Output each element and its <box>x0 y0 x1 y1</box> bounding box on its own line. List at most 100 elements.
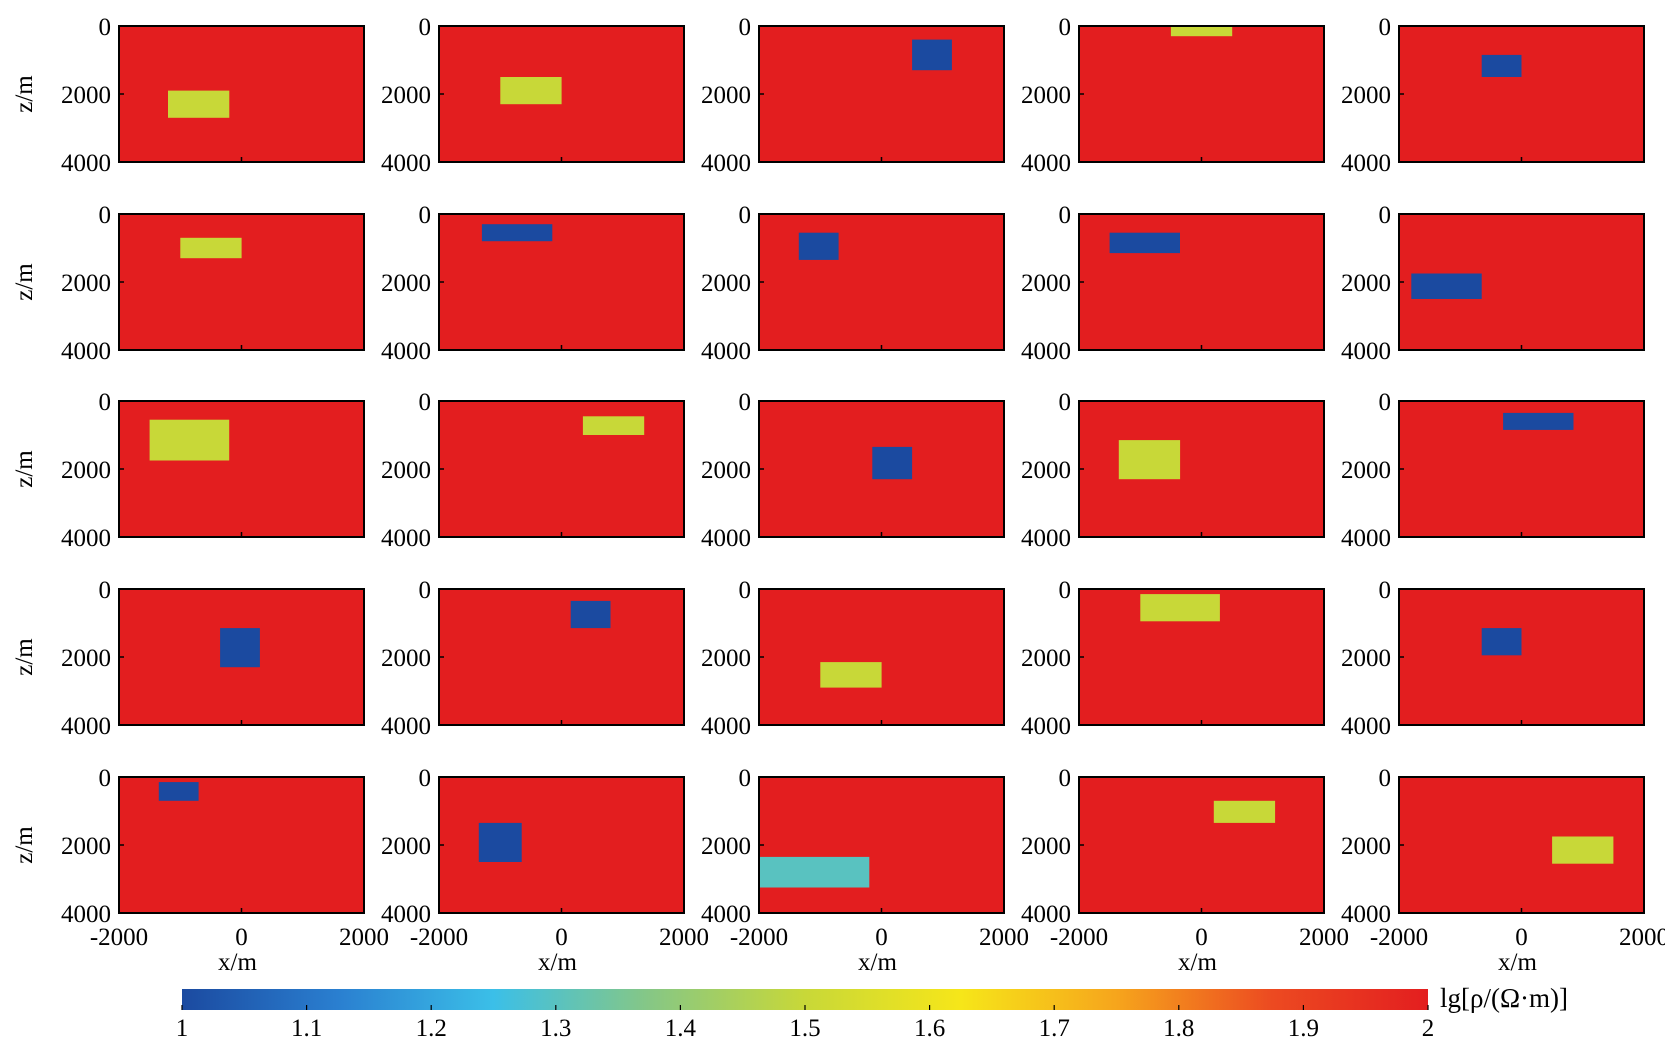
panel-background <box>759 214 1004 350</box>
panel-r2-c5: 0 2000 4000 <box>1341 202 1645 365</box>
y-tick-label: 4000 <box>701 901 751 928</box>
panel-r3-c2: 0 2000 4000 <box>381 389 685 552</box>
y-tick-label: 4000 <box>381 150 431 177</box>
y-tick-label: 2000 <box>1021 645 1071 672</box>
panel-r1-c4: 0 2000 4000 <box>1021 14 1325 177</box>
x-tick-label: 2000 <box>659 924 709 951</box>
anomaly-block <box>158 782 199 801</box>
anomaly-block <box>1140 594 1220 622</box>
y-tick-label: 4000 <box>381 713 431 740</box>
y-tick-label: 2000 <box>61 833 111 860</box>
y-tick-label: 2000 <box>701 270 751 297</box>
anomaly-block <box>168 90 230 118</box>
x-axis-label: x/m <box>1498 949 1537 976</box>
y-tick-label: 4000 <box>61 338 111 365</box>
y-tick-label: 2000 <box>381 270 431 297</box>
x-tick-label: 0 <box>555 924 568 951</box>
y-tick-label: 2000 <box>1341 270 1391 297</box>
anomaly-block <box>1481 628 1522 656</box>
y-tick-label: 2000 <box>701 82 751 109</box>
panel-background <box>1399 26 1644 162</box>
anomaly-block <box>1118 440 1181 480</box>
y-tick-label: 0 <box>419 389 432 416</box>
colorbar-tick-label: 1.6 <box>914 1015 945 1041</box>
y-tick-label: 0 <box>1059 14 1072 41</box>
y-tick-label: 0 <box>739 14 752 41</box>
panel-r1-c1: 0 2000 4000 z/m <box>11 14 365 177</box>
y-tick-label: 0 <box>739 765 752 792</box>
panel-r2-c1: 0 2000 4000 z/m <box>11 202 365 365</box>
y-tick-label: 2000 <box>1341 82 1391 109</box>
y-tick-label: 0 <box>99 389 112 416</box>
y-tick-label: 0 <box>99 14 112 41</box>
anomaly-block <box>820 662 882 688</box>
y-tick-label: 2000 <box>61 645 111 672</box>
anomaly-block <box>1503 412 1574 430</box>
y-tick-label: 4000 <box>381 901 431 928</box>
panel-r4-c3: 0 2000 4000 <box>701 577 1005 740</box>
panel-r4-c4: 0 2000 4000 <box>1021 577 1325 740</box>
y-tick-label: 4000 <box>1021 713 1071 740</box>
y-tick-label: 4000 <box>61 525 111 552</box>
colorbar-tick-label: 1.5 <box>789 1015 820 1041</box>
y-tick-label: 4000 <box>1341 901 1391 928</box>
y-tick-label: 4000 <box>701 525 751 552</box>
colorbar-tick-label: 1.2 <box>416 1015 447 1041</box>
panel-r5-c3: 0 2000 4000-2000 0 2000 x/m <box>701 765 1029 976</box>
panel-background <box>439 589 684 725</box>
y-tick-label: 4000 <box>1021 338 1071 365</box>
panel-background <box>439 214 684 350</box>
y-tick-label: 2000 <box>1341 833 1391 860</box>
x-tick-label: -2000 <box>410 924 468 951</box>
panel-background <box>759 589 1004 725</box>
y-tick-label: 2000 <box>1021 457 1071 484</box>
y-tick-label: 4000 <box>701 338 751 365</box>
colorbar-tick-label: 1.1 <box>291 1015 322 1041</box>
panel-r5-c2: 0 2000 4000-2000 0 2000 x/m <box>381 765 709 976</box>
anomaly-block <box>180 237 242 259</box>
y-tick-label: 0 <box>739 202 752 229</box>
y-tick-label: 2000 <box>701 457 751 484</box>
y-tick-label: 2000 <box>381 833 431 860</box>
y-tick-label: 2000 <box>381 645 431 672</box>
panel-background <box>119 26 364 162</box>
anomaly-block <box>478 822 522 862</box>
y-tick-label: 0 <box>99 765 112 792</box>
x-axis-label: x/m <box>218 949 257 976</box>
y-tick-label: 4000 <box>61 901 111 928</box>
y-tick-label: 2000 <box>1021 82 1071 109</box>
colorbar-tick-label: 1 <box>176 1015 189 1041</box>
panel-r4-c2: 0 2000 4000 <box>381 577 685 740</box>
y-tick-label: 0 <box>99 202 112 229</box>
y-axis-label: z/m <box>11 263 38 301</box>
colorbar: 1 1.1 1.2 1.3 1.4 1.5 1.6 1.7 1.8 1.9 2 lg[ρ/(Ω·m)… <box>176 983 1568 1041</box>
x-axis-label: x/m <box>858 949 897 976</box>
y-tick-label: 2000 <box>61 457 111 484</box>
x-tick-label: 0 <box>1195 924 1208 951</box>
anomaly-block <box>1411 273 1482 299</box>
panel-r4-c1: 0 2000 4000 z/m <box>11 577 365 740</box>
y-tick-label: 4000 <box>61 713 111 740</box>
y-tick-label: 0 <box>1379 765 1392 792</box>
colorbar-tick-label: 1.4 <box>665 1015 697 1041</box>
y-tick-label: 2000 <box>1341 645 1391 672</box>
y-tick-label: 2000 <box>61 82 111 109</box>
panel-background <box>1079 26 1324 162</box>
panel-background <box>119 214 364 350</box>
colorbar-tick-label: 1.3 <box>540 1015 571 1041</box>
panel-r3-c1: 0 2000 4000 z/m <box>11 389 365 552</box>
y-tick-label: 0 <box>1379 14 1392 41</box>
y-tick-label: 0 <box>419 202 432 229</box>
x-axis-label: x/m <box>1178 949 1217 976</box>
panel-r5-c1: 0 2000 4000 z/m -2000 0 2000 x/m <box>11 765 389 976</box>
panel-r3-c4: 0 2000 4000 <box>1021 389 1325 552</box>
panel-background <box>119 777 364 913</box>
x-tick-label: -2000 <box>1370 924 1428 951</box>
y-tick-label: 4000 <box>701 150 751 177</box>
y-axis-label: z/m <box>11 638 38 676</box>
x-tick-label: -2000 <box>90 924 148 951</box>
anomaly-block <box>220 628 260 668</box>
x-axis-label: x/m <box>538 949 577 976</box>
y-tick-label: 4000 <box>1021 525 1071 552</box>
y-tick-label: 4000 <box>381 338 431 365</box>
